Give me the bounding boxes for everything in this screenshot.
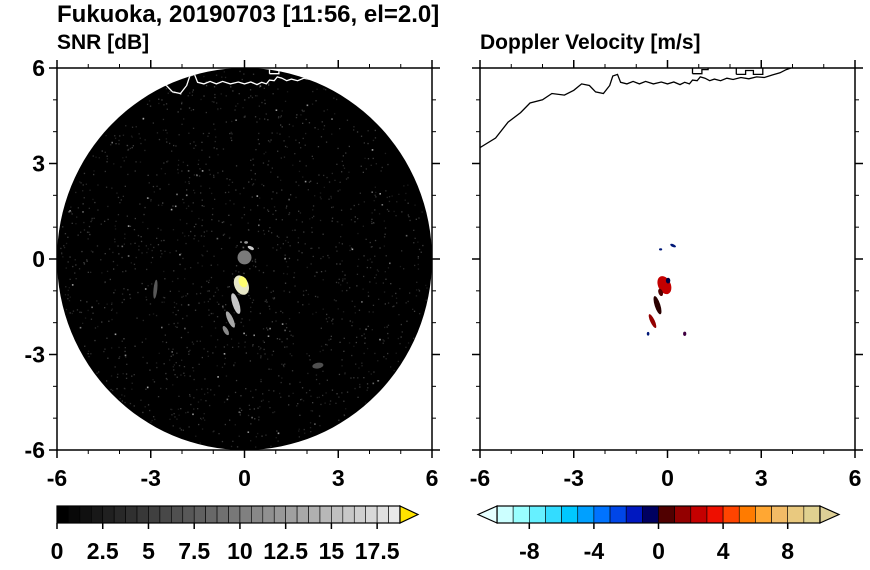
x-tick-label: -3 [564, 465, 584, 491]
radar-echo [231, 293, 241, 314]
radar-echo [658, 288, 664, 297]
radar-noise-layer [57, 68, 428, 448]
radar-echo [238, 276, 248, 288]
coastline-island [691, 68, 709, 75]
y-tick-label: -6 [25, 437, 45, 463]
colorbar-tick-label: 2.5 [87, 538, 119, 564]
radar-echo [659, 248, 663, 251]
radar-echo [244, 241, 249, 244]
colorbar-under-arrow [476, 505, 498, 524]
colorbar-tick-label: 0 [51, 538, 64, 564]
y-tick-label: -3 [25, 342, 45, 368]
x-tick-label: 6 [426, 465, 439, 491]
x-tick-label: 6 [849, 465, 862, 491]
axis-ticks [49, 60, 440, 458]
colorbar-tick-label: 10 [227, 538, 253, 564]
radar-echo [312, 362, 324, 369]
y-tick-label: 0 [32, 246, 45, 272]
radar-echo [153, 279, 158, 299]
x-tick-label: 3 [332, 465, 345, 491]
colorbar-tick-label: -8 [519, 538, 540, 564]
colorbar-tick-label: -4 [584, 538, 605, 564]
x-tick-label: 0 [661, 465, 674, 491]
radar-site-marker [237, 250, 252, 265]
y-tick-label: 6 [32, 55, 45, 81]
figure-title: Fukuoka, 20190703 [11:56, el=2.0] [57, 1, 440, 28]
radar-echo [653, 296, 662, 315]
panel-snr: -6 -3 0 3 6 -6 -3 0 3 6 [25, 55, 440, 491]
x-tick-label: -6 [470, 465, 490, 491]
x-tick-label: -6 [47, 465, 67, 491]
y-tick-label: 3 [32, 151, 45, 177]
radar-echo [648, 314, 657, 329]
colorbar-tick-label: 4 [717, 538, 730, 564]
panel-velocity: -6 -3 0 3 6 [470, 60, 863, 491]
radar-echo [683, 331, 687, 336]
x-tick-label: -3 [141, 465, 161, 491]
colorbar-velocity: -8 -4 0 4 8 [476, 505, 841, 564]
colorbar-snr: 0 2.5 5 7.5 10 12.5 15 17.5 [51, 505, 420, 564]
colorbar-tick-label: 12.5 [263, 538, 308, 564]
colorbar-over-arrow [819, 505, 841, 524]
radar-echo [225, 311, 235, 328]
colorbar-tick-label: 0 [652, 538, 665, 564]
radar-echo [670, 243, 676, 248]
radar-echo [222, 326, 229, 336]
x-tick-label: 3 [755, 465, 768, 491]
colorbar-tick-label: 7.5 [178, 538, 210, 564]
coastline-island [735, 68, 764, 76]
radar-echo [247, 245, 254, 250]
colorbar-tick-label: 8 [781, 538, 794, 564]
panel-title-velocity: Doppler Velocity [m/s] [480, 31, 701, 54]
colorbar-tick-label: 17.5 [355, 538, 400, 564]
radar-echo [646, 331, 650, 336]
coastline [480, 68, 792, 149]
panel-background [480, 68, 855, 450]
radar-echo [665, 277, 671, 284]
panel-title-snr: SNR [dB] [57, 31, 150, 54]
colorbar-tick-label: 5 [142, 538, 155, 564]
axis-ticks [472, 60, 863, 458]
colorbar-over-arrow [399, 505, 420, 524]
colorbar-tick-label: 15 [319, 538, 345, 564]
x-tick-label: 0 [238, 465, 251, 491]
